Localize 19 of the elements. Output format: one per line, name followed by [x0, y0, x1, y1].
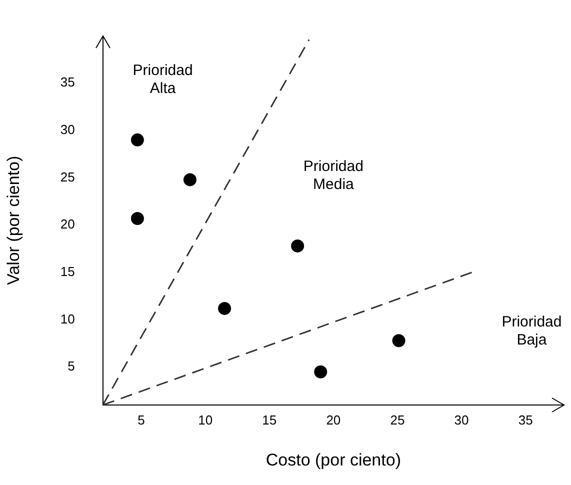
x-tick-label: 10 [198, 412, 213, 428]
x-tick-label: 30 [454, 412, 469, 428]
y-tick-label: 30 [60, 122, 75, 138]
annotation: Prioridad Alta [132, 62, 193, 98]
x-tick-label: 25 [390, 412, 405, 428]
y-tick-label: 10 [60, 311, 75, 326]
y-axis-title: Valor (por ciento) [4, 156, 23, 285]
y-tick-label: 25 [60, 169, 75, 184]
y-tick-label: 5 [68, 358, 75, 374]
x-tick-label: 5 [138, 412, 145, 428]
y-tick-label: 20 [60, 216, 75, 232]
x-axis-title: Costo (por ciento) [266, 450, 401, 470]
x-tick-label: 15 [262, 412, 277, 428]
y-tick-label: 15 [60, 264, 75, 280]
x-tick-label: 35 [518, 412, 533, 428]
annotation: Prioridad Media [303, 158, 364, 194]
y-tick-label: 35 [60, 74, 75, 90]
x-tick-label: 20 [326, 412, 341, 428]
annotation: Prioridad Baja [502, 313, 562, 348]
